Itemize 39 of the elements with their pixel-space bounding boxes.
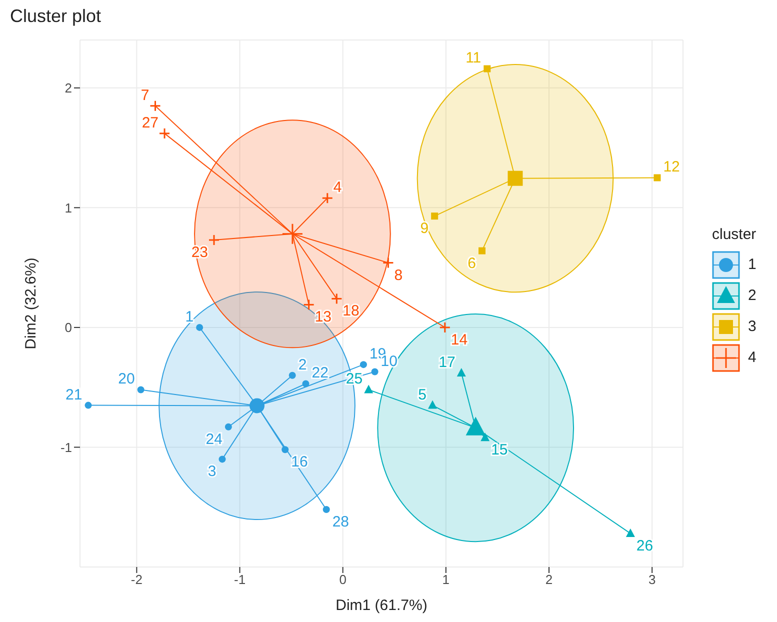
x-tick-label: -1	[234, 572, 246, 588]
y-tick-label: 2	[64, 80, 72, 96]
annotation: 7	[140, 86, 150, 104]
annotation: 4	[333, 179, 342, 196]
annotation: 26	[636, 537, 654, 554]
annotation: 5	[418, 386, 427, 404]
annotation: 3	[208, 463, 216, 480]
legend-label: 2	[748, 287, 756, 304]
x-axis-title: Dim1 (61.7%)	[336, 597, 428, 614]
annotation: 2	[298, 356, 307, 374]
y-axis-title: Dim2 (32.6%)	[22, 258, 40, 350]
annotation: 27	[142, 114, 159, 132]
x-tick-label: 3	[648, 572, 656, 588]
annotation: 8	[394, 266, 403, 284]
annotation: 17	[438, 354, 456, 371]
annotation: 6	[468, 254, 476, 272]
x-tick-label: 2	[545, 572, 553, 588]
annotation: 14	[450, 331, 468, 348]
chart-title: Cluster plot	[10, 6, 102, 27]
annotation: 20	[118, 370, 135, 388]
legend-label: 1	[748, 256, 756, 273]
legend-label: 4	[748, 349, 756, 366]
annotation: 11	[466, 50, 482, 67]
annotation: 15	[491, 442, 508, 459]
annotation: 22	[312, 364, 328, 382]
y-tick-label: 1	[64, 200, 72, 216]
y-tick-label: -1	[60, 440, 72, 455]
x-tick-label: 1	[442, 572, 450, 588]
annotation: 24	[206, 430, 222, 448]
x-tick-label: 0	[339, 572, 346, 588]
annotation: 28	[332, 514, 350, 531]
legend-title: cluster	[712, 226, 756, 243]
y-tick-label: 0	[64, 320, 72, 336]
x-tick-label: -2	[130, 572, 142, 588]
annotation: 12	[663, 158, 680, 176]
annotation: 21	[66, 386, 82, 404]
legend-label: 3	[748, 318, 756, 335]
annotation: 1	[185, 308, 194, 326]
annotation: 18	[342, 302, 360, 320]
